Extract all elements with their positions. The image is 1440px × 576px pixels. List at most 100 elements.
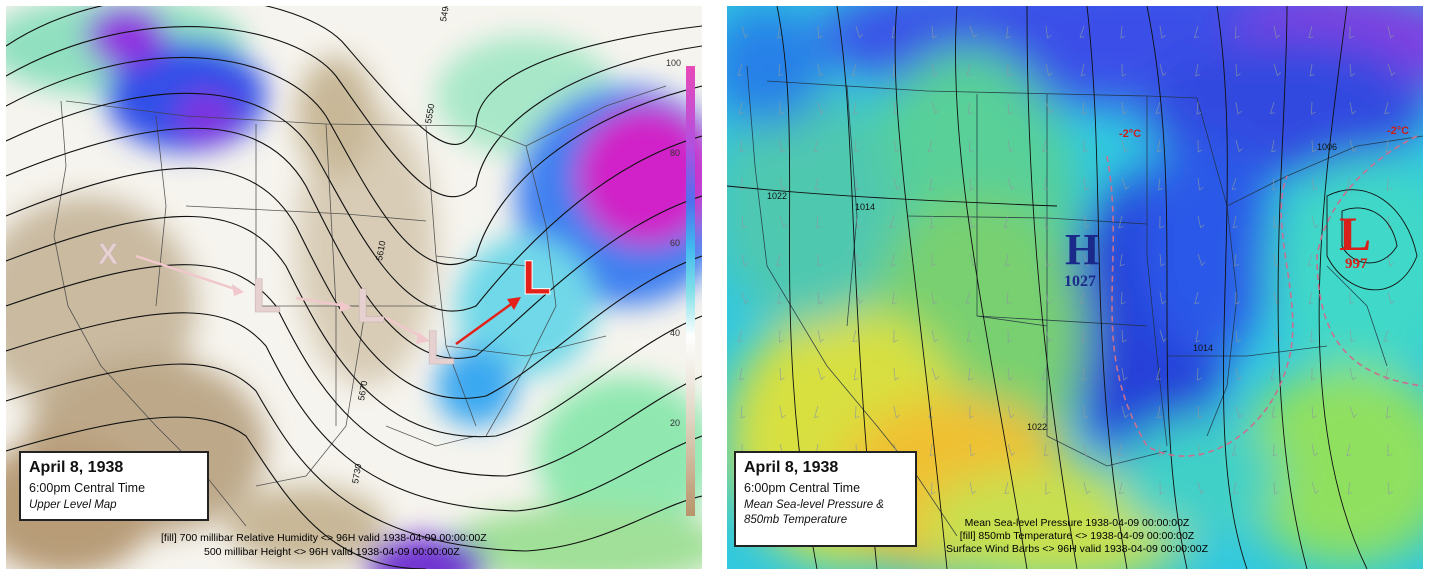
- wind-barb: [890, 253, 896, 267]
- wind-barb: [1349, 25, 1354, 39]
- wind-barb: [1346, 443, 1352, 457]
- map-caption: [fill] 700 millibar Relative Humidity <>…: [161, 532, 487, 544]
- wind-barb: [741, 25, 749, 39]
- storm-track: X L L L L: [98, 238, 552, 376]
- wind-barb: [1273, 291, 1281, 305]
- map-caption: 500 millibar Height <> 96H valid 1938-04…: [204, 546, 460, 558]
- wind-barb: [778, 63, 784, 77]
- map-info-box: April 8, 1938 6:00pm Central Time Upper …: [19, 451, 209, 521]
- wind-barb: [855, 253, 863, 267]
- wind-barb: [893, 139, 900, 153]
- wind-barb: [1311, 177, 1318, 191]
- low-position-marker: L: [426, 322, 455, 375]
- high-pressure-symbol: H: [1065, 225, 1099, 274]
- wind-barb: [1387, 215, 1393, 229]
- wind-barb: [1195, 63, 1201, 77]
- wind-barb: [1044, 443, 1049, 457]
- wind-barb: [1197, 253, 1206, 267]
- wind-barb: [1309, 63, 1315, 77]
- wind-barb: [851, 63, 857, 76]
- wind-barb: [931, 329, 939, 343]
- low-pressure-symbol: L: [1339, 208, 1371, 261]
- contour-label: 5730: [350, 463, 363, 484]
- wind-barb: [817, 329, 825, 343]
- map-date: April 8, 1938: [744, 459, 839, 476]
- wind-barb: [1083, 139, 1088, 153]
- wind-barb: [1235, 367, 1243, 381]
- wind-barb: [741, 253, 749, 267]
- wind-barb: [813, 139, 819, 152]
- wind-barb: [1197, 139, 1203, 153]
- map-time: 6:00pm Central Time: [744, 481, 861, 495]
- wind-barb: [813, 405, 819, 418]
- wind-barb: [1271, 139, 1277, 153]
- wind-barb: [969, 177, 975, 191]
- wind-barb: [817, 367, 826, 381]
- wind-barb: [1007, 367, 1014, 381]
- wind-barb: [1159, 215, 1164, 229]
- wind-barb: [1349, 101, 1357, 115]
- wind-barb: [1387, 481, 1394, 495]
- wind-barb: [855, 291, 864, 305]
- wind-barb: [1083, 481, 1091, 495]
- isobar-label: 1022: [767, 191, 787, 201]
- wind-barb: [965, 291, 971, 304]
- wind-barb: [1045, 25, 1052, 39]
- wind-barb: [1383, 329, 1389, 342]
- map-subtitle-line2: 850mb Temperature: [744, 514, 848, 526]
- wind-barb: [1007, 139, 1015, 153]
- wind-barb: [1159, 291, 1167, 305]
- upper-level-map: 5490 5550 5610 5670 5730 100 80 60 40 20…: [6, 6, 702, 569]
- wind-barb: [1271, 405, 1277, 419]
- wind-barb: [1045, 253, 1051, 267]
- wind-barb: [1386, 177, 1392, 191]
- wind-barb: [1194, 291, 1200, 305]
- map-subtitle-line1: Mean Sea-level Pressure &: [744, 499, 884, 511]
- wind-barb: [1311, 367, 1316, 381]
- wind-barb: [854, 139, 860, 153]
- wind-barb: [1041, 367, 1047, 380]
- map-time: 6:00pm Central Time: [29, 481, 146, 495]
- wind-barb: [1349, 291, 1355, 305]
- wind-barb: [1003, 215, 1009, 228]
- wind-barb: [1083, 215, 1091, 229]
- wind-barb: [1197, 405, 1203, 419]
- wind-barb: [1311, 139, 1317, 153]
- surface-map: 1022 1014 1022 1014 1006 -2°C -2°C H 102…: [727, 6, 1423, 569]
- wind-barb: [892, 63, 898, 77]
- wind-barb: [1083, 177, 1090, 191]
- wind-barb: [1045, 291, 1052, 305]
- wind-barb: [1079, 291, 1085, 304]
- colorbar-tick: 20: [670, 418, 680, 428]
- wind-barb: [739, 367, 745, 381]
- upper-level-map-graphic: 5490 5550 5610 5670 5730 100 80 60 40 20…: [6, 6, 702, 569]
- wind-barb: [1345, 177, 1351, 190]
- wind-barb: [1235, 63, 1241, 77]
- wind-barb: [1004, 481, 1010, 495]
- temperature-label: -2°C: [1119, 128, 1141, 140]
- map-info-box: April 8, 1938 6:00pm Central Time Mean S…: [734, 451, 917, 547]
- wind-barb: [1231, 177, 1237, 190]
- wind-barb: [969, 215, 976, 229]
- wind-barb: [930, 215, 936, 229]
- wind-barb: [1270, 367, 1276, 381]
- wind-barb: [738, 101, 744, 115]
- wind-barb: [931, 63, 939, 77]
- wind-barb: [967, 101, 973, 115]
- wind-barb: [1232, 215, 1238, 229]
- wind-barb: [1384, 101, 1390, 115]
- wind-barb: [928, 405, 934, 419]
- wind-barb: [1159, 63, 1167, 77]
- wind-barb: [1080, 63, 1086, 77]
- wind-barb: [1235, 329, 1242, 343]
- wind-barb: [1117, 443, 1123, 456]
- wind-barb: [855, 25, 864, 39]
- wind-barb: [741, 291, 750, 305]
- wind-barb: [1235, 139, 1243, 153]
- wind-barb: [740, 405, 746, 419]
- wind-barb: [1349, 329, 1356, 343]
- wind-barb: [1385, 139, 1391, 153]
- wind-barb: [1349, 367, 1357, 381]
- wind-barb: [1083, 253, 1092, 267]
- map-subtitle: Upper Level Map: [29, 499, 117, 511]
